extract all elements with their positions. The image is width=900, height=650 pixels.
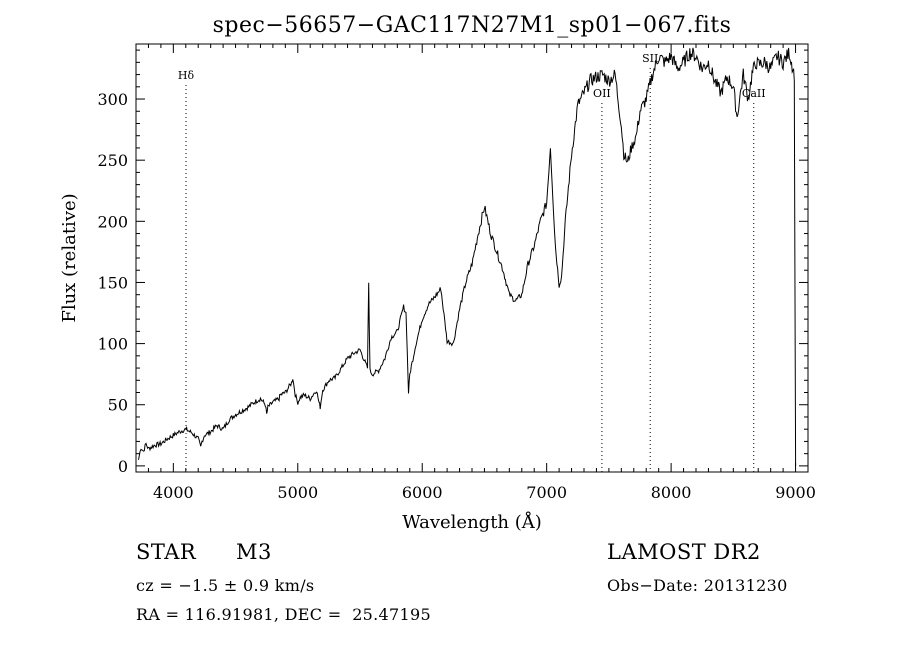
- x-tick-label: 8000: [651, 483, 692, 502]
- x-axis-ticks: 4000 5000 6000 7000 8000 9000: [135, 44, 816, 502]
- y-tick-label: 200: [97, 212, 128, 231]
- spectrum-line: [138, 47, 797, 466]
- spectral-line-markers: Hδ OII SII CaII: [178, 52, 766, 472]
- y-tick-label: 300: [97, 90, 128, 109]
- subclass: M3: [236, 540, 272, 564]
- redshift-readout: cz = −1.5 ± 0.9 km/s: [136, 576, 315, 595]
- chart-title: spec−56657−GAC117N27M1_sp01−067.fits: [213, 13, 732, 38]
- plot-frame: [135, 43, 809, 473]
- x-tick-label: 7000: [526, 483, 567, 502]
- y-tick-label: 50: [108, 396, 128, 415]
- x-tick-label: 6000: [402, 483, 443, 502]
- x-tick-label: 4000: [153, 483, 194, 502]
- x-axis-label: Wavelength (Å): [402, 511, 542, 533]
- y-tick-label: 100: [97, 335, 128, 354]
- x-tick-label: 9000: [775, 483, 816, 502]
- line-marker-label: CaII: [742, 87, 766, 100]
- y-tick-label: 250: [97, 151, 128, 170]
- line-marker-label: SII: [642, 52, 658, 65]
- y-axis-ticks: 0 50 100 150 200 250 300: [97, 49, 808, 476]
- x-tick-label: 5000: [277, 483, 318, 502]
- y-tick-label: 150: [97, 273, 128, 292]
- obs-date: Obs−Date: 20131230: [607, 576, 788, 595]
- survey-name: LAMOST DR2: [607, 540, 761, 564]
- object-class: STAR: [136, 540, 197, 564]
- line-marker-label: OII: [593, 87, 611, 100]
- coordinates: RA = 116.91981, DEC = 25.47195: [136, 605, 431, 624]
- y-axis-label: Flux (relative): [59, 193, 80, 322]
- y-tick-label: 0: [118, 457, 128, 476]
- line-marker-label: Hδ: [178, 69, 195, 82]
